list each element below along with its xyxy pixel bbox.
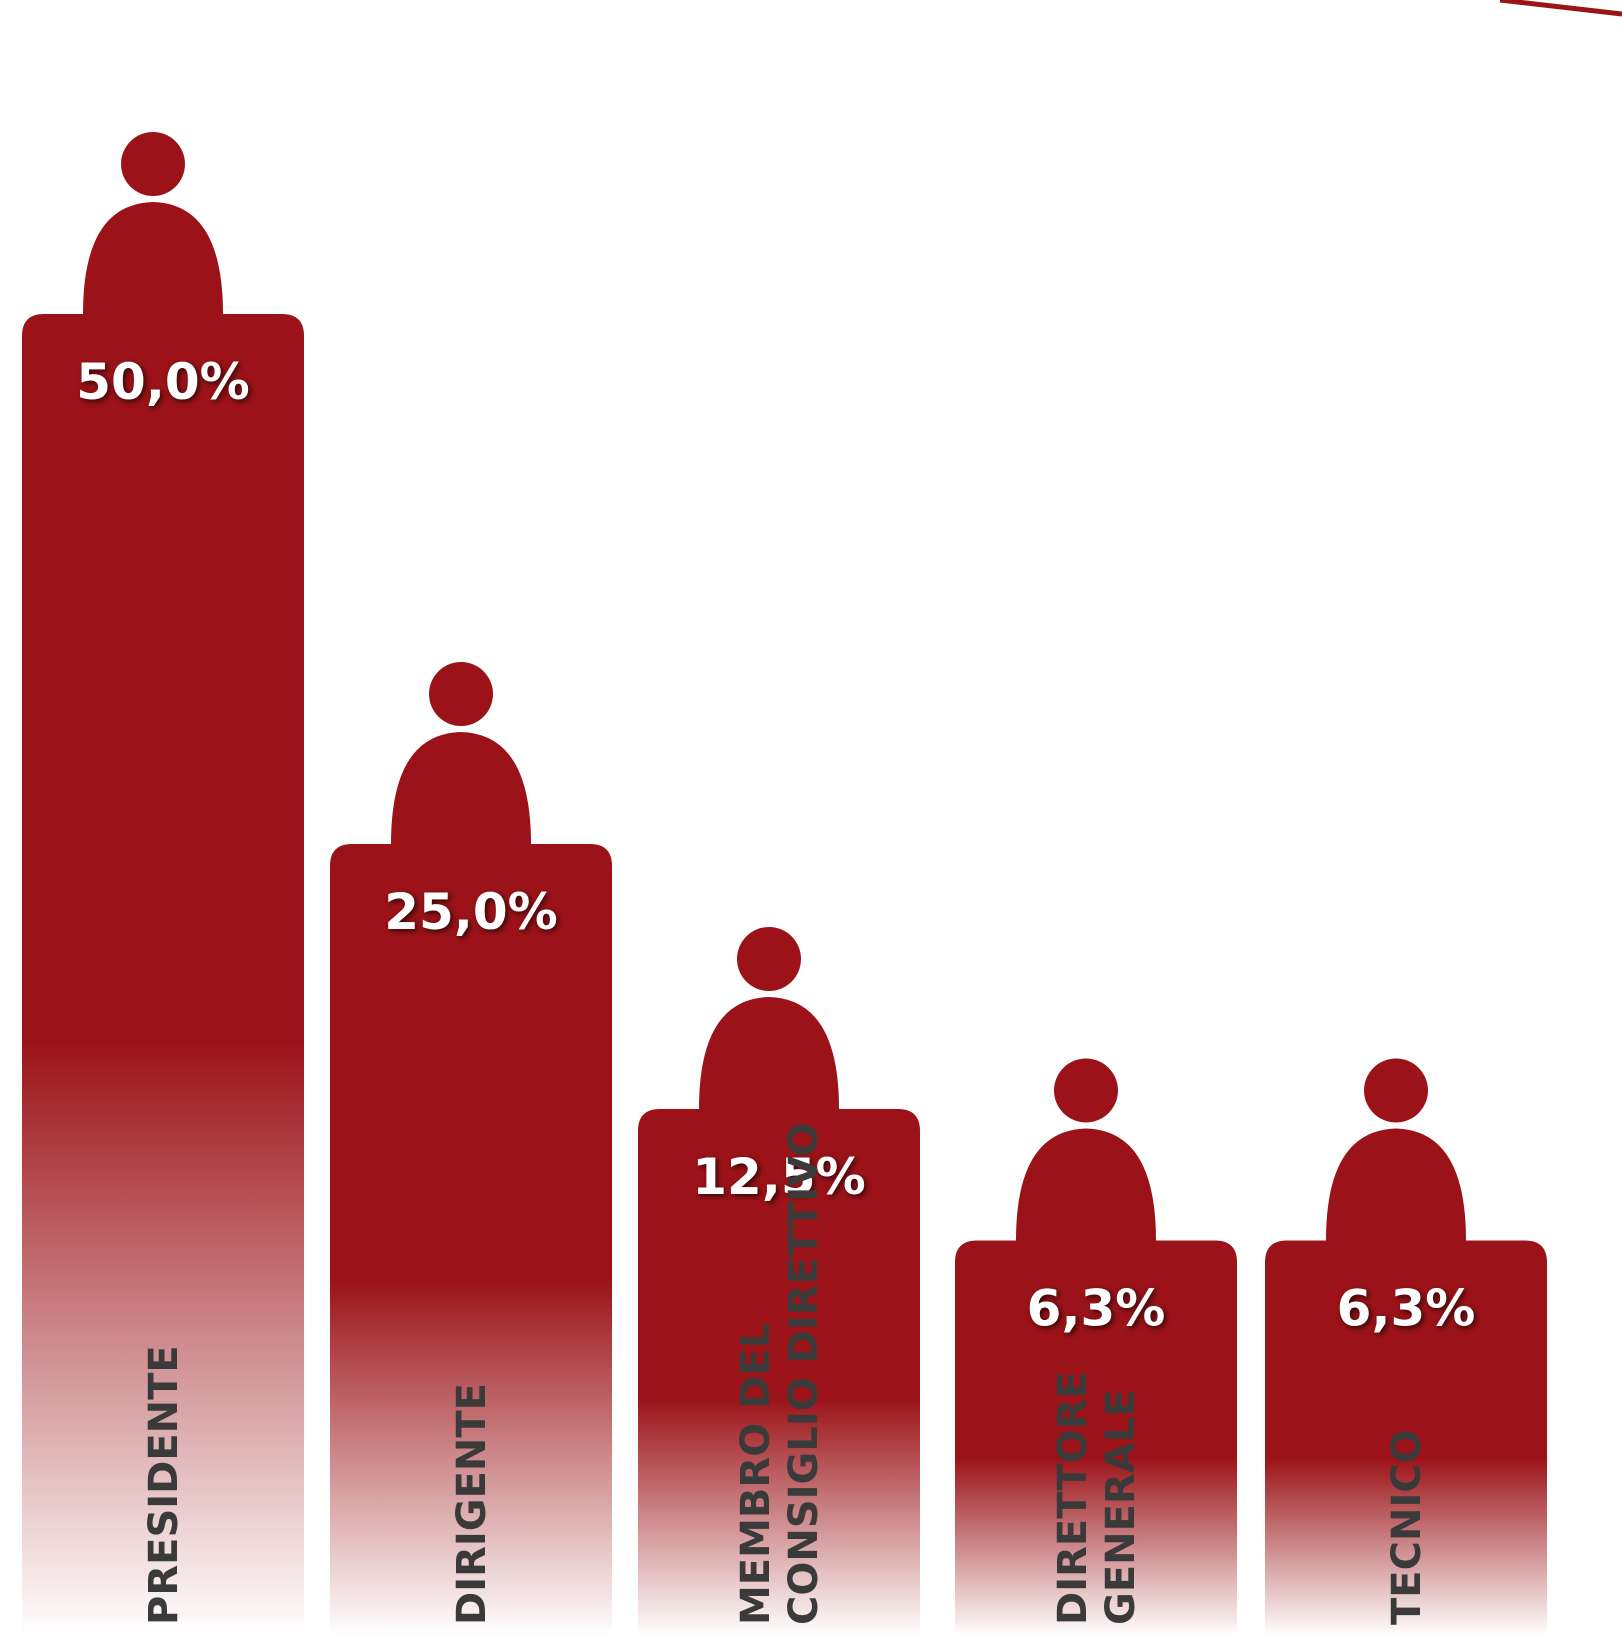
category-label: CONSIGLIO DIRETTIVO	[781, 1123, 827, 1626]
silhouette	[1016, 1058, 1156, 1241]
category-label: MEMBRO DEL	[733, 1323, 779, 1625]
silhouette-head	[429, 662, 493, 726]
silhouette-head	[121, 132, 185, 196]
value-label: 6,3%	[1337, 1279, 1476, 1337]
silhouette-body	[391, 732, 531, 844]
silhouette	[699, 927, 839, 1109]
decor-curve	[1499, 0, 1622, 17]
silhouette-head	[1364, 1058, 1428, 1123]
silhouette-body	[1326, 1128, 1466, 1241]
value-label: 25,0%	[384, 883, 557, 941]
silhouette	[1326, 1058, 1466, 1241]
bar	[330, 844, 612, 1636]
bar	[22, 314, 304, 1636]
bar	[955, 1240, 1237, 1636]
value-label: 50,0%	[76, 353, 249, 411]
silhouette	[83, 132, 223, 314]
silhouette-body	[1016, 1128, 1156, 1241]
silhouette	[391, 662, 531, 844]
silhouette-head	[737, 927, 801, 991]
silhouette-head	[1054, 1058, 1118, 1123]
category-label: PRESIDENTE	[141, 1345, 187, 1625]
bar	[1265, 1240, 1547, 1636]
category-label: DIRIGENTE	[449, 1383, 495, 1625]
bar	[638, 1109, 920, 1636]
silhouette-body	[83, 202, 223, 314]
category-label: GENERALE	[1098, 1389, 1144, 1625]
category-label: TECNICO	[1384, 1429, 1430, 1625]
value-label: 6,3%	[1027, 1279, 1166, 1337]
category-label: DIRETTORE	[1050, 1371, 1096, 1625]
value-label: 12,5%	[692, 1148, 865, 1206]
silhouette-body	[699, 997, 839, 1109]
